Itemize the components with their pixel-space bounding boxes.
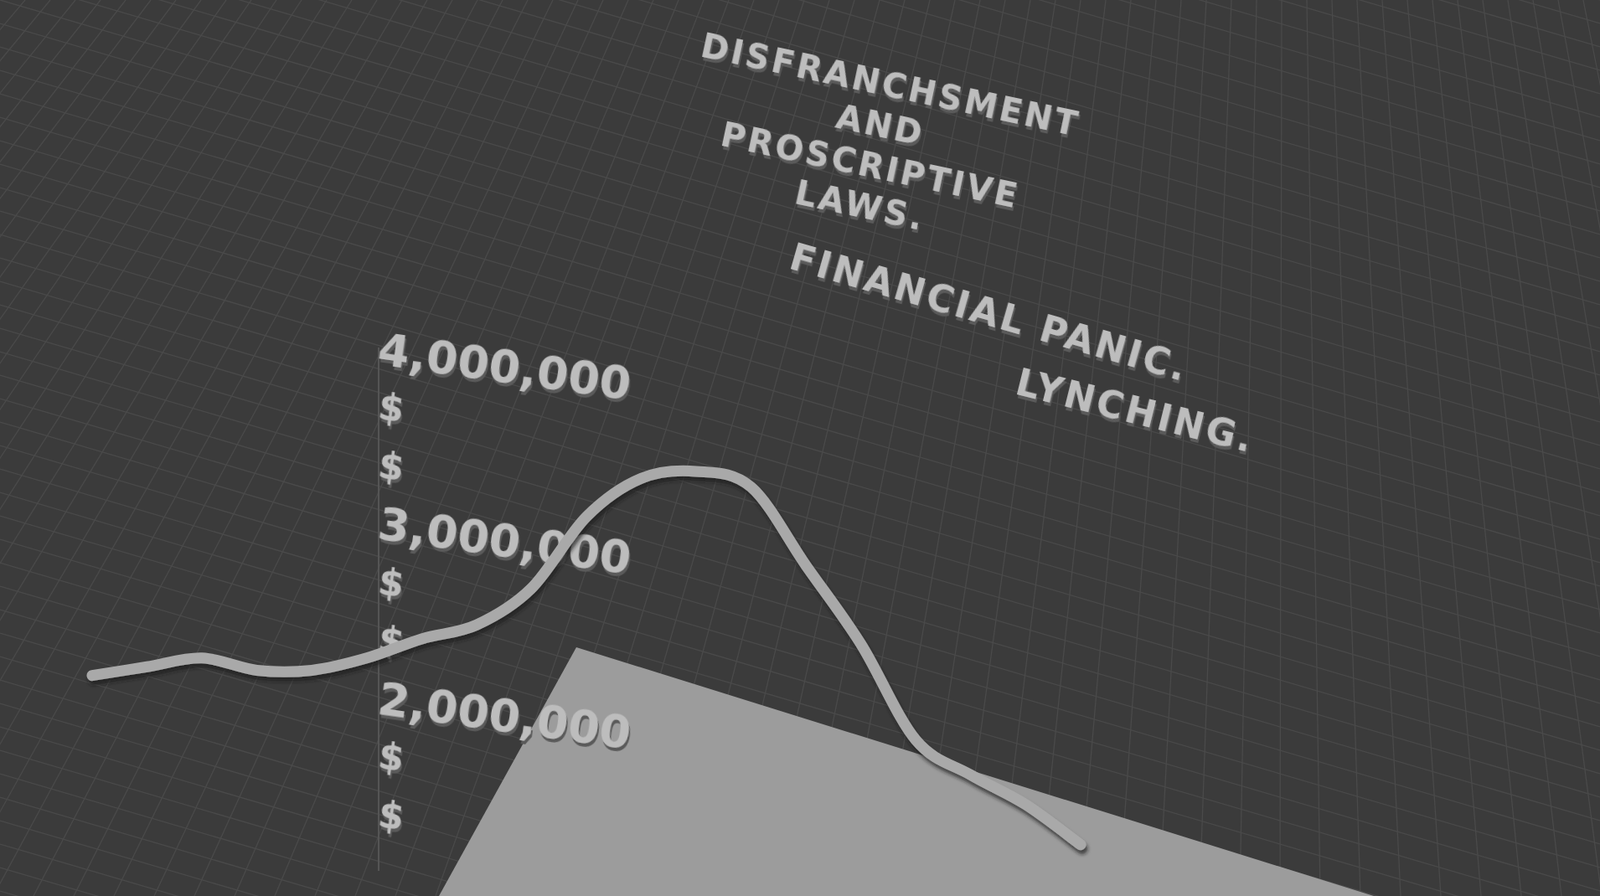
grid-line-bg: [0, 0, 327, 896]
plot-area: [92, 470, 1081, 846]
grid-line-bg: [1382, 0, 1441, 896]
grid-line-bg: [0, 562, 1600, 896]
grid-line-bg: [0, 0, 1600, 259]
grid-line-bg: [0, 0, 377, 896]
grid-line-bg: [1331, 0, 1361, 896]
grid-line-bg: [0, 0, 51, 896]
grid-line-bg: [0, 0, 126, 896]
grid-line-bg: [33, 0, 503, 896]
grid-line-bg: [0, 0, 176, 896]
annotation: LYNCHING.: [1011, 360, 1260, 461]
chart: $$2,000,000$$3,000,000$$4,000,000DISFRAN…: [0, 0, 1600, 896]
grid-line-bg: [1119, 0, 1182, 896]
annotation: FINANCIAL PANIC.: [784, 235, 1194, 391]
y-tick-label: $: [375, 559, 407, 606]
data-line: [92, 470, 1081, 846]
grid-line-bg: [0, 0, 227, 896]
grid-line-bg: [113, 0, 553, 896]
viewport-grid: [0, 0, 1600, 896]
grid-line-bg: [0, 539, 1600, 896]
grid-line-bg: [0, 0, 302, 896]
grid-line-bg: [0, 516, 1600, 896]
grid-line-bg: [0, 609, 1600, 896]
y-tick-label: $: [375, 443, 407, 490]
grid-line-bg: [1306, 0, 1321, 896]
title-line: LAWS.: [791, 172, 930, 238]
grid-line-bg: [0, 0, 101, 896]
grid-line-bg: [1507, 0, 1600, 896]
grid-line-bg: [0, 0, 151, 896]
grid-line-bg: [1280, 0, 1282, 896]
grid-line-bg: [0, 586, 1600, 896]
y-tick-label: 2,000,000: [374, 671, 635, 760]
y-tick-label: $: [375, 385, 407, 432]
grid-line-bg: [1558, 0, 1600, 896]
grid-line-bg: [73, 0, 528, 896]
grid-line-bg: [1583, 0, 1600, 896]
grid-line-bg: [1432, 0, 1522, 896]
y-tick-label: $: [375, 733, 407, 780]
grid-line-bg: [1078, 0, 1157, 896]
grid-line-bg: [0, 633, 1600, 896]
grid-line-bg: [1457, 0, 1562, 896]
grid-line-bg: [0, 0, 76, 896]
grid-line-bg: [1407, 0, 1482, 896]
grid-line-bg: [0, 0, 428, 896]
grid-line-bg: [0, 0, 352, 896]
grid-line-bg: [0, 0, 453, 896]
grid-line-bg: [0, 469, 1600, 896]
grid-line-bg: [1357, 0, 1401, 896]
grid-line-bg: [1532, 0, 1600, 896]
title: DISFRANCHSMENTANDPROSCRIPTIVELAWS.: [697, 25, 1084, 238]
grid-line-bg: [0, 0, 478, 896]
plane: [438, 647, 1374, 896]
grid-line-bg: [0, 445, 1600, 896]
grid-line-bg: [0, 0, 403, 896]
y-tick-label: 4,000,000: [374, 322, 635, 411]
y-tick-label: $: [375, 792, 407, 839]
grid-line-bg: [0, 0, 202, 896]
